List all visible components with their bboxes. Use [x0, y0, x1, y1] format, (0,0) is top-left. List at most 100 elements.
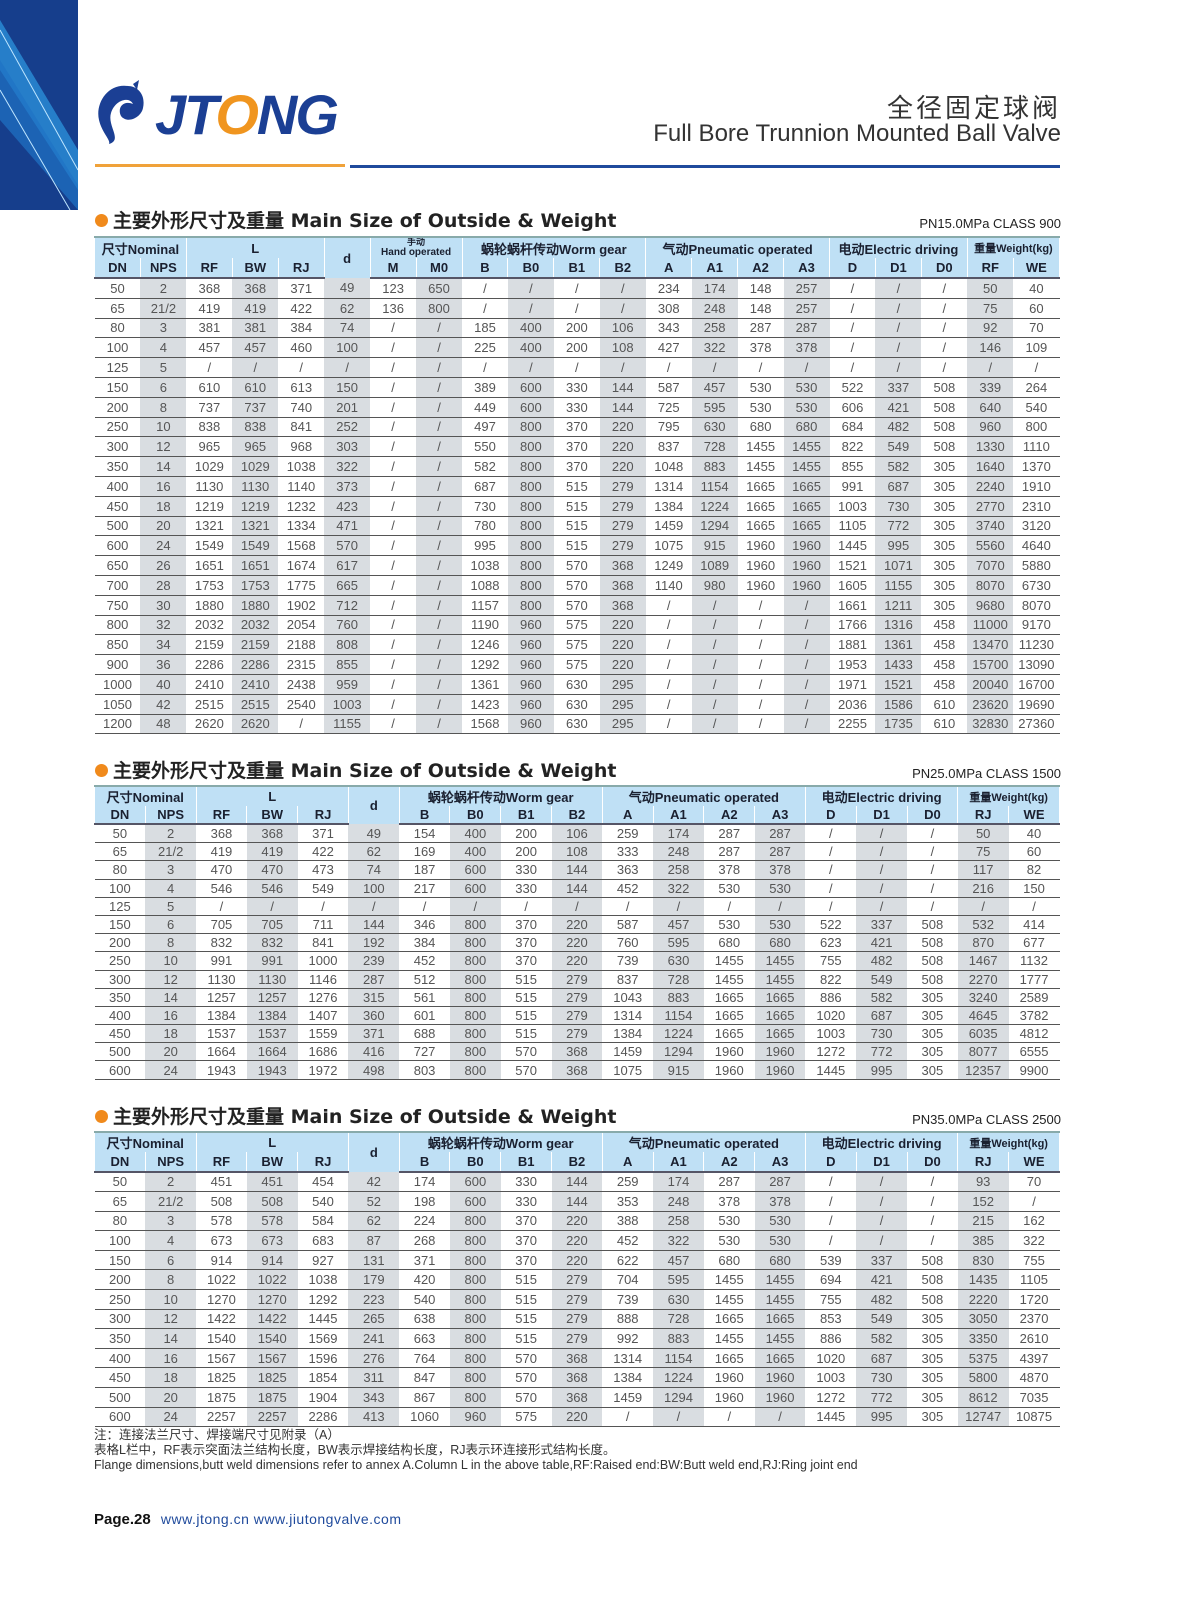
- table-cell: 330: [500, 860, 552, 880]
- table-cell: 1777: [1008, 970, 1060, 989]
- table-row: 125 5// / / / / / / / / / / / / / / /: [94, 897, 1060, 916]
- table-cell: /: [645, 357, 692, 378]
- table-cell: 915: [691, 535, 738, 557]
- table-cell: 900: [94, 654, 141, 675]
- table-cell: 2188: [278, 634, 325, 656]
- table-cell: /: [599, 298, 646, 319]
- table-row: 250 10 838 838 841 252//497 800 370 220 795 630 680…: [94, 417, 1060, 438]
- table-cell: 800: [449, 915, 501, 935]
- table-cell: 30: [140, 595, 187, 616]
- table-cell: 400: [94, 1348, 146, 1369]
- table-cell: 146: [967, 337, 1014, 359]
- table-cell: 1048: [645, 456, 692, 477]
- table-cell: 108: [551, 842, 603, 862]
- table-cell: 10: [145, 951, 197, 971]
- table-cell: /: [907, 842, 958, 862]
- table-cell: 2220: [957, 1289, 1009, 1310]
- table-cell: 1753: [232, 575, 279, 596]
- table-cell: 1294: [653, 1387, 704, 1408]
- column-header: B0: [449, 806, 502, 825]
- table-cell: 1960: [737, 575, 784, 596]
- table-cell: 832: [196, 933, 247, 953]
- table-cell: 1665: [783, 496, 830, 517]
- group-header: 气动Pneumatic operated: [601, 1131, 806, 1152]
- group-header: 电动Electric driving: [804, 785, 959, 806]
- table-cell: 154: [399, 824, 450, 844]
- table-cell: 800: [449, 1211, 501, 1232]
- table-cell: 800: [449, 1328, 501, 1349]
- table-cell: 381: [186, 318, 233, 339]
- table-cell: 1130: [186, 476, 233, 497]
- table-cell: 370: [500, 1230, 552, 1251]
- table-cell: 1651: [232, 555, 279, 576]
- table-cell: 582: [856, 1328, 907, 1349]
- table-cell: 220: [551, 1250, 603, 1271]
- table-cell: 886: [805, 1328, 857, 1349]
- table-cell: /: [691, 357, 738, 378]
- table-cell: 712: [324, 595, 371, 616]
- table-cell: 27360: [1013, 714, 1060, 735]
- table-cell: 1000: [94, 674, 141, 695]
- table-cell: /: [805, 824, 857, 844]
- table-cell: 19690: [1013, 694, 1060, 715]
- table-cell: 800: [507, 535, 554, 557]
- table-cell: /: [783, 694, 830, 715]
- table-cell: 18: [145, 1024, 197, 1044]
- table-cell: 40: [1008, 824, 1060, 844]
- table-cell: /: [416, 496, 462, 517]
- table-cell: 350: [94, 456, 141, 477]
- table-cell: 419: [196, 842, 247, 862]
- table-cell: /: [370, 496, 417, 517]
- table-cell: 600: [449, 1191, 501, 1212]
- table-cell: 1219: [232, 496, 279, 517]
- table-cell: 330: [500, 879, 552, 898]
- table-cell: 388: [602, 1211, 654, 1232]
- table-cell: 473: [297, 860, 349, 880]
- table-cell: 800: [416, 298, 462, 319]
- website-links[interactable]: www.jtong.cn www.jiutongvalve.com: [160, 1511, 402, 1527]
- table-cell: 630: [553, 674, 600, 695]
- table-cell: 100: [94, 1230, 146, 1251]
- table-cell: 49: [324, 278, 371, 299]
- table-cell: 1665: [703, 988, 755, 1007]
- table-cell: /: [370, 615, 417, 636]
- table-cell: 3: [145, 1211, 197, 1232]
- table-cell: 174: [399, 1171, 450, 1193]
- table-cell: 333: [602, 842, 654, 862]
- table-cell: /: [416, 535, 462, 557]
- table-cell: 1314: [602, 1348, 654, 1369]
- table-cell: 8070: [1013, 595, 1060, 616]
- table-cell: 1407: [297, 1006, 349, 1026]
- column-header: BW: [246, 1152, 299, 1173]
- table-cell: 248: [653, 1191, 704, 1212]
- table-cell: /: [691, 674, 738, 695]
- table-cell: 4640: [1013, 535, 1060, 557]
- table-cell: 279: [551, 988, 603, 1007]
- table-cell: 200: [553, 318, 600, 339]
- table-row: 50 2 368 368 371 49 154 400 200 106 259 174 287 287//…: [94, 824, 1060, 844]
- table-cell: 508: [921, 397, 968, 418]
- table-cell: 1455: [754, 1269, 806, 1291]
- table-cell: 1445: [829, 535, 876, 557]
- table-cell: 800: [507, 555, 554, 576]
- table-cell: 305: [907, 1387, 958, 1408]
- table-cell: 725: [645, 397, 692, 418]
- table-cell: 837: [645, 436, 692, 458]
- table-cell: 663: [399, 1328, 450, 1349]
- bullet-icon: [95, 214, 108, 227]
- table-cell: 508: [907, 1250, 958, 1271]
- table-cell: 3: [145, 860, 197, 880]
- table-cell: 423: [324, 496, 371, 517]
- table-cell: 370: [553, 417, 600, 438]
- table-cell: 1537: [246, 1024, 298, 1044]
- table-cell: 2257: [196, 1407, 247, 1428]
- table-cell: 21/2: [145, 1191, 197, 1212]
- column-header: M0: [415, 258, 463, 279]
- table-cell: 457: [691, 377, 738, 398]
- table-cell: 350: [94, 988, 146, 1007]
- table-cell: 279: [599, 476, 646, 497]
- table-cell: 530: [703, 1230, 755, 1251]
- table-cell: 1384: [645, 496, 692, 517]
- table-cell: /: [370, 417, 417, 438]
